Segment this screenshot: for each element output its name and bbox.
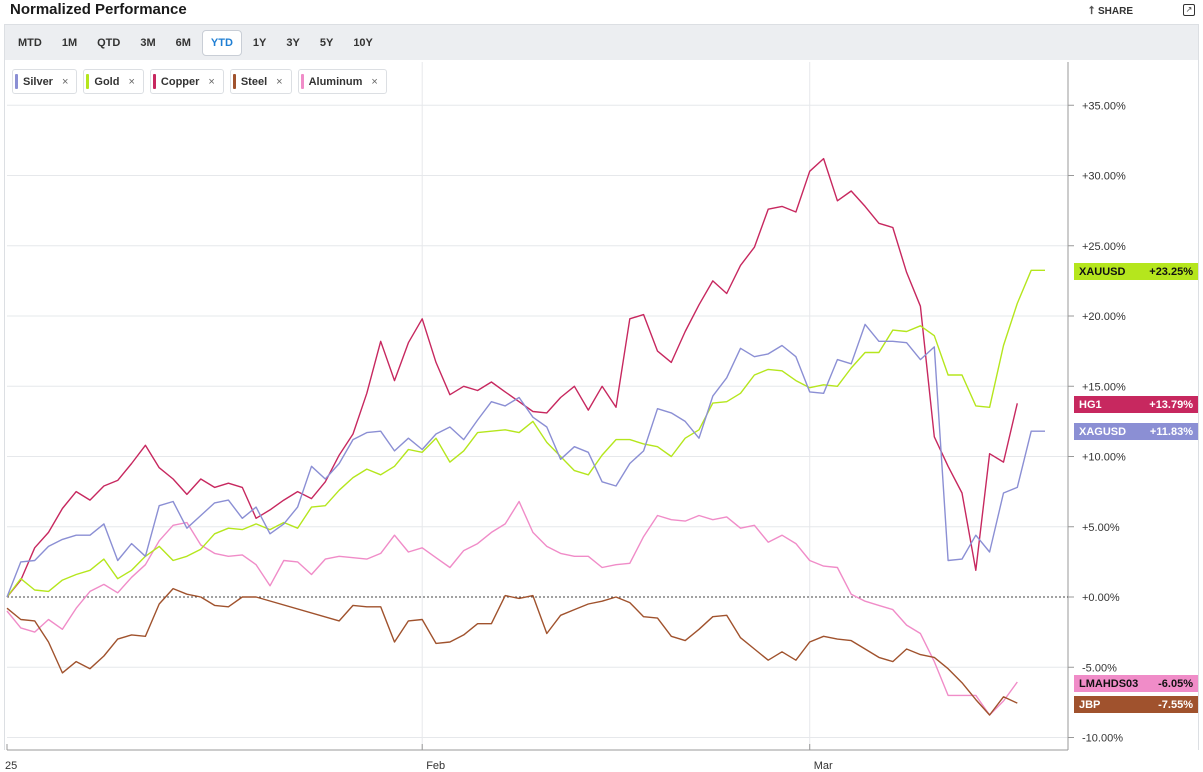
y-tick-label: +10.00% — [1082, 452, 1126, 464]
remove-series-icon[interactable]: × — [371, 75, 378, 88]
remove-series-icon[interactable]: × — [208, 75, 215, 88]
legend-swatch — [86, 74, 90, 89]
y-tick-label: +25.00% — [1082, 241, 1126, 253]
value-tag-ticker: LMAHDS03 — [1079, 678, 1138, 690]
x-tick-label: Mar — [814, 760, 833, 772]
legend-chip-copper[interactable]: Copper × — [149, 69, 224, 94]
value-tag-ticker: JBP — [1079, 699, 1100, 711]
value-tag-bg — [1074, 696, 1198, 713]
value-tag-steel: JBP -7.55% — [1074, 696, 1198, 713]
series-line-gold — [6, 269, 1045, 598]
expand-icon[interactable]: ↗ — [1183, 4, 1195, 16]
page-title: Normalized Performance — [10, 1, 187, 18]
y-tick-label: +0.00% — [1082, 592, 1120, 604]
remove-series-icon[interactable]: × — [128, 75, 135, 88]
range-toolbar: MTD 1M QTD 3M 6M YTD 1Y 3Y 5Y 10Y — [4, 24, 1199, 60]
share-button[interactable]: ⭡ SHARE — [1089, 5, 1133, 18]
value-tag-value: +13.79% — [1149, 399, 1193, 411]
range-button-5y[interactable]: 5Y — [319, 36, 334, 49]
value-tag-bg — [1074, 263, 1198, 280]
x-tick-label: 25 — [5, 760, 17, 772]
value-tag-gold: XAUUSD +23.25% — [1074, 263, 1198, 280]
value-tag-bg — [1074, 423, 1198, 440]
legend-swatch — [300, 74, 304, 89]
legend-label: Copper — [160, 75, 200, 88]
y-tick-label: +15.00% — [1082, 381, 1126, 393]
legend-swatch — [152, 74, 156, 89]
range-button-3y[interactable]: 3Y — [286, 36, 300, 49]
range-button-qtd[interactable]: QTD — [97, 36, 121, 49]
y-tick-label: +20.00% — [1082, 311, 1126, 323]
legend-swatch — [232, 74, 236, 89]
value-tag-ticker: XAUUSD — [1079, 266, 1126, 278]
range-button-10y[interactable]: 10Y — [353, 36, 373, 49]
legend-label: Silver — [23, 75, 53, 88]
y-tick-label: -5.00% — [1082, 662, 1117, 674]
legend-chip-gold[interactable]: Gold × — [83, 69, 144, 94]
value-tag-value: -7.55% — [1158, 699, 1193, 711]
value-tag-value: +11.83% — [1150, 426, 1193, 438]
legend-label: Aluminum — [308, 75, 363, 88]
value-tag-bg — [1074, 396, 1198, 413]
value-tag-aluminum: LMAHDS03 -6.05% — [1074, 675, 1198, 692]
value-tag-copper: HG1 +13.79% — [1074, 396, 1198, 413]
value-tag-silver: XAGUSD +11.83% — [1074, 423, 1198, 440]
y-tick-label: +5.00% — [1082, 522, 1120, 534]
range-button-6m[interactable]: 6M — [175, 36, 191, 49]
legend: Silver × Gold × Copper × Steel × Aluminum × — [12, 69, 387, 94]
value-tag-value: +23.25% — [1149, 266, 1193, 278]
series-line-silver — [6, 323, 1045, 598]
legend-chip-aluminum[interactable]: Aluminum × — [297, 69, 387, 94]
range-button-1y[interactable]: 1Y — [252, 36, 267, 49]
remove-series-icon[interactable]: × — [61, 75, 69, 88]
y-tick-label: +35.00% — [1082, 100, 1126, 112]
plot-frame — [4, 60, 1199, 750]
series-line-aluminum — [6, 500, 1018, 716]
x-tick-label: Feb — [426, 760, 445, 772]
share-icon: ⭡ — [1088, 5, 1094, 17]
value-tag-value: -6.05% — [1158, 678, 1193, 690]
range-button-mtd[interactable]: MTD — [18, 36, 42, 49]
legend-chip-silver[interactable]: Silver × — [12, 69, 78, 94]
remove-series-icon[interactable]: × — [276, 75, 283, 88]
range-button-ytd[interactable]: YTD — [201, 29, 242, 56]
value-tag-bg — [1074, 675, 1198, 692]
share-label: SHARE — [1097, 6, 1133, 17]
series-line-steel — [6, 587, 1018, 716]
legend-label: Steel — [240, 75, 268, 88]
legend-label: Gold — [94, 75, 120, 88]
range-button-1m[interactable]: 1M — [61, 36, 78, 49]
y-tick-label: -10.00% — [1082, 733, 1123, 745]
legend-chip-steel[interactable]: Steel × — [229, 69, 292, 94]
y-tick-label: +30.00% — [1082, 171, 1126, 183]
value-tag-ticker: HG1 — [1079, 399, 1102, 411]
legend-swatch — [15, 74, 18, 89]
range-button-3m[interactable]: 3M — [140, 36, 156, 49]
series-line-copper — [6, 157, 1018, 598]
value-tag-ticker: XAGUSD — [1079, 426, 1126, 438]
